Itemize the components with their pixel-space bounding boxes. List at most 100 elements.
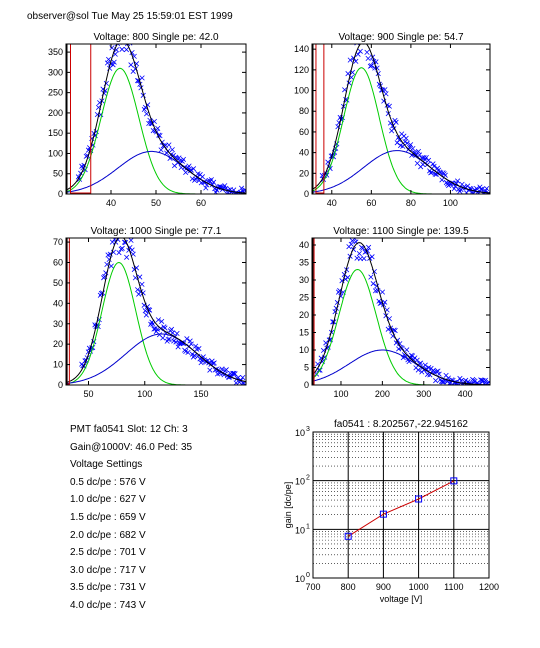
data-point-marker bbox=[400, 355, 406, 361]
y-tick-label: 120 bbox=[294, 65, 309, 75]
histogram-plot-900v: Voltage: 900 Single pe: 54.7 40 60 80 100 0 20… bbox=[294, 32, 491, 208]
data-point-marker bbox=[242, 187, 246, 193]
gain-fit-line bbox=[347, 480, 455, 537]
y-tick-label: 250 bbox=[48, 88, 63, 98]
total-fit-curve bbox=[312, 44, 490, 194]
data-point-marker bbox=[185, 349, 191, 356]
data-point-marker bbox=[110, 62, 116, 68]
data-point-marker bbox=[428, 170, 434, 176]
x-tick-label: 40 bbox=[106, 198, 116, 208]
x-tick-label: 800 bbox=[341, 582, 356, 592]
data-point-marker bbox=[129, 247, 135, 253]
data-point-marker bbox=[119, 245, 125, 251]
data-point-marker bbox=[190, 166, 197, 172]
setting-line: 3.5 dc/pe : 731 V bbox=[70, 582, 146, 594]
data-point-marker bbox=[415, 148, 422, 155]
data-point-marker bbox=[116, 24, 121, 29]
double-pe-fit-curve bbox=[66, 333, 246, 384]
data-point-marker bbox=[408, 142, 414, 148]
data-point-marker bbox=[135, 287, 141, 293]
plot-frame bbox=[312, 431, 490, 579]
data-point-marker bbox=[404, 347, 410, 353]
histogram-plot-800v: Voltage: 800 Single pe: 42.0 40 50 60 0 50 100… bbox=[48, 24, 247, 208]
data-point-marker bbox=[222, 183, 228, 189]
data-point-marker bbox=[481, 381, 487, 385]
y-tick-label: 60 bbox=[53, 258, 63, 268]
data-point-marker bbox=[423, 366, 429, 372]
data-point-marker bbox=[174, 330, 180, 337]
x-tick-label: 50 bbox=[83, 389, 93, 399]
setting-line: 1.0 dc/pe : 627 V bbox=[70, 494, 146, 506]
data-point-marker bbox=[366, 244, 372, 250]
data-point-marker bbox=[116, 250, 122, 256]
x-tick-label: 60 bbox=[196, 198, 206, 208]
data-point-marker bbox=[173, 339, 179, 345]
data-point-marker bbox=[356, 250, 362, 257]
y-tick-label: 10 bbox=[53, 360, 63, 370]
data-point-marker bbox=[393, 119, 399, 125]
x-tick-label: 50 bbox=[151, 198, 161, 208]
double-pe-fit-curve bbox=[312, 150, 490, 194]
data-point-marker bbox=[479, 186, 485, 192]
data-point-marker bbox=[390, 333, 396, 339]
data-point-marker bbox=[188, 341, 194, 347]
data-point-marker bbox=[114, 44, 121, 47]
gain-data-point bbox=[415, 495, 423, 503]
data-point-marker bbox=[357, 48, 363, 54]
info-panel: PMT fa0541 Slot: 12 Ch: 3 Gain@1000V: 46… bbox=[70, 421, 192, 615]
total-fit-curve bbox=[312, 242, 490, 385]
single-pe-fit-curve bbox=[312, 67, 490, 194]
data-point-marker bbox=[436, 371, 442, 377]
gain-data-point bbox=[450, 477, 458, 485]
data-point-marker bbox=[383, 91, 389, 97]
data-point-marker bbox=[429, 169, 435, 175]
plot-area bbox=[66, 238, 246, 385]
setting-line: 2.5 dc/pe : 701 V bbox=[70, 547, 146, 559]
y-tick-label: 300 bbox=[48, 67, 63, 77]
data-point-marker bbox=[193, 343, 199, 349]
data-point-marker bbox=[127, 44, 133, 46]
data-point-marker bbox=[386, 103, 392, 109]
single-pe-fit-curve bbox=[66, 67, 246, 194]
data-point-marker bbox=[199, 174, 206, 180]
x-tick-label: 40 bbox=[327, 198, 337, 208]
plot-frame bbox=[311, 43, 491, 195]
data-point-marker bbox=[186, 163, 192, 169]
data-point-marker bbox=[478, 186, 484, 192]
data-point-marker bbox=[122, 26, 127, 31]
data-point-marker bbox=[180, 156, 187, 162]
gain-data-point bbox=[379, 510, 387, 518]
data-point-marker bbox=[174, 155, 180, 161]
y-tick-exponent: 2 bbox=[306, 475, 310, 482]
x-tick-label: 400 bbox=[458, 389, 473, 399]
data-point-marker bbox=[159, 318, 165, 324]
y-tick-label: 20 bbox=[299, 168, 309, 178]
data-point-marker bbox=[191, 352, 198, 359]
y-tick-exponent: 3 bbox=[306, 426, 310, 433]
data-point-marker bbox=[150, 321, 156, 327]
x-tick-label: 100 bbox=[443, 198, 458, 208]
data-point-marker bbox=[124, 254, 130, 260]
y-tick-label: 15 bbox=[299, 328, 309, 338]
data-point-marker bbox=[108, 263, 114, 269]
pmt-line: PMT fa0541 Slot: 12 Ch: 3 bbox=[70, 424, 188, 435]
gain-data-point bbox=[344, 532, 352, 540]
data-point-marker bbox=[139, 281, 145, 287]
data-point-marker bbox=[155, 317, 161, 323]
y-tick-label: 40 bbox=[299, 240, 309, 250]
y-tick-label: 100 bbox=[294, 86, 309, 96]
data-point-marker bbox=[348, 241, 354, 247]
data-point-marker bbox=[415, 367, 421, 373]
y-tick-label: 10 bbox=[295, 477, 305, 487]
x-tick-label: 100 bbox=[137, 389, 152, 399]
data-point-marker bbox=[454, 178, 461, 184]
y-tick-label: 0 bbox=[304, 189, 309, 199]
plot-frame bbox=[311, 237, 491, 386]
data-point-marker bbox=[109, 45, 115, 51]
x-tick-label: 150 bbox=[193, 389, 208, 399]
y-tick-exponent: 1 bbox=[306, 523, 310, 530]
y-axis-label: gain [dc/pe] bbox=[283, 482, 293, 529]
